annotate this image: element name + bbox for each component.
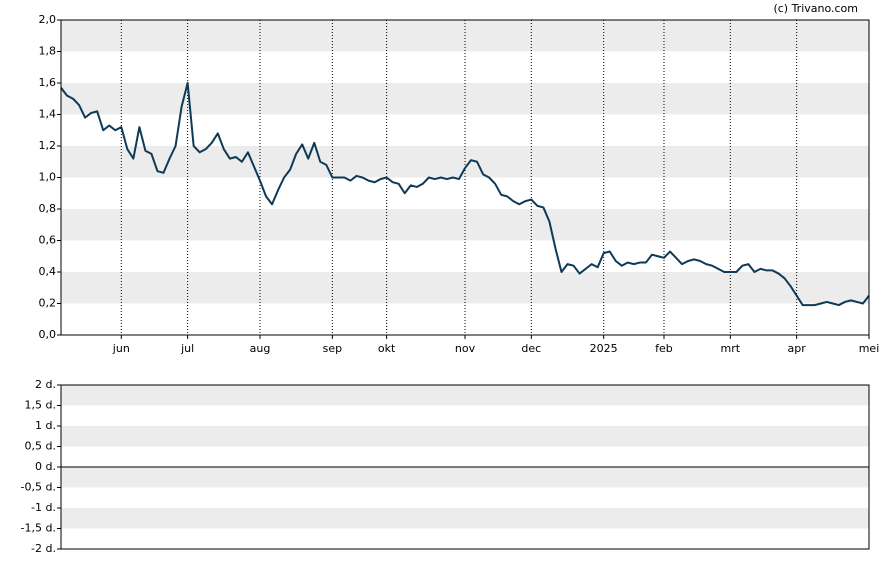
x-tick-label: feb bbox=[655, 342, 673, 355]
y-tick-label: 1,2 bbox=[39, 139, 57, 152]
y-tick-label: 1,4 bbox=[39, 108, 57, 121]
y-tick-label: -2 d. bbox=[31, 542, 56, 555]
y-tick-label: -1,5 d. bbox=[21, 522, 56, 535]
y-tick-label: 1,6 bbox=[39, 76, 57, 89]
x-tick-label: okt bbox=[378, 342, 396, 355]
x-tick-label: apr bbox=[788, 342, 807, 355]
x-tick-label: aug bbox=[250, 342, 271, 355]
y-tick-label: 0,6 bbox=[39, 234, 57, 247]
y-tick-label: 0,4 bbox=[39, 265, 57, 278]
y-tick-label: 1 d. bbox=[35, 419, 56, 432]
y-tick-label: 1,0 bbox=[39, 171, 57, 184]
x-tick-label: dec bbox=[521, 342, 541, 355]
y-tick-label: -0,5 d. bbox=[21, 481, 56, 494]
y-tick-label: -1 d. bbox=[31, 501, 56, 514]
y-tick-label: 2 d. bbox=[35, 378, 56, 391]
x-tick-label: nov bbox=[455, 342, 476, 355]
plot-frame bbox=[60, 384, 870, 550]
x-tick-label: sep bbox=[323, 342, 342, 355]
y-tick-label: 1,5 d. bbox=[25, 399, 56, 412]
credit: (c) Trivano.com bbox=[773, 2, 858, 15]
y-tick-label: 0 d. bbox=[35, 460, 56, 473]
x-tick-label: jul bbox=[180, 342, 194, 355]
x-tick-label: mrt bbox=[721, 342, 741, 355]
y-tick-label: 0,0 bbox=[39, 328, 57, 341]
x-tick-label: jun bbox=[112, 342, 130, 355]
y-tick-label: 1,8 bbox=[39, 45, 57, 58]
grid-band bbox=[61, 426, 869, 447]
x-tick-label: mei bbox=[859, 342, 880, 355]
y-tick-label: 0,5 d. bbox=[25, 440, 56, 453]
grid-band bbox=[61, 467, 869, 488]
x-tick-label: 2025 bbox=[590, 342, 618, 355]
grid-band bbox=[61, 508, 869, 529]
y-tick-label: 0,2 bbox=[39, 297, 57, 310]
grid-band bbox=[61, 385, 869, 406]
price-line bbox=[60, 82, 870, 307]
y-tick-label: 2,0 bbox=[39, 13, 57, 26]
plot-frame bbox=[60, 19, 870, 336]
y-tick-label: 0,8 bbox=[39, 202, 57, 215]
